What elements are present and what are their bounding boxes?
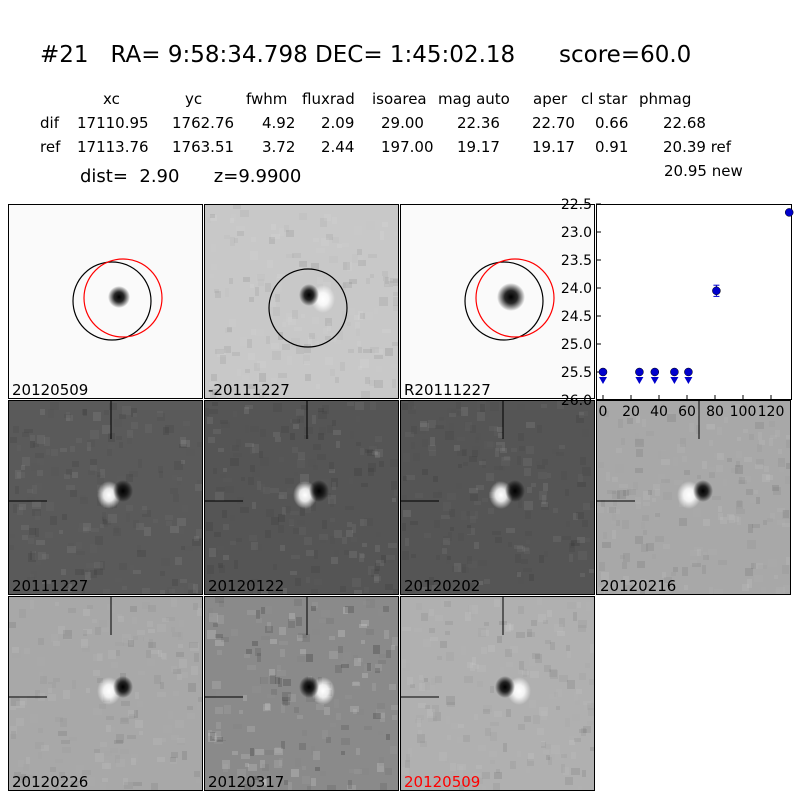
image-panel: 20120226 [8, 596, 203, 791]
y-tick-label: 24.5 [561, 309, 592, 325]
table-cell: 0.91 [595, 138, 629, 156]
upper-limit-arrow [670, 377, 679, 384]
panel-date-label: -20111227 [208, 381, 290, 399]
table-cell: 3.72 [262, 138, 296, 156]
y-tick-label: 23.5 [561, 253, 592, 269]
column-header: yc [185, 90, 203, 108]
column-header: xc [103, 90, 120, 108]
upper-limit-point [598, 367, 608, 377]
upper-limit-arrow [635, 377, 644, 384]
y-tick-label: 22.5 [561, 197, 592, 213]
new-aperture-circle [83, 258, 163, 338]
upper-limit-arrow [684, 377, 693, 384]
table-cell: 1763.51 [172, 138, 235, 156]
y-tick-label: 25.5 [561, 365, 592, 381]
panel-date-label: 20120216 [600, 577, 677, 595]
table-cell: 4.92 [262, 114, 296, 132]
image-panel: R20111227 [400, 204, 595, 399]
table-cell: 19.17 [532, 138, 575, 156]
negative-residual [693, 480, 713, 502]
panel-date-label: 20120202 [404, 577, 481, 595]
detection-point [712, 286, 721, 296]
image-panel: 20120317 [204, 596, 399, 791]
source-blob [108, 286, 130, 308]
image-panel: 20120202 [400, 400, 595, 595]
aperture-circle [268, 268, 348, 348]
table-cell: 20.39 ref [663, 138, 732, 156]
table-cell: 0.66 [595, 114, 629, 132]
source-blob [497, 283, 525, 311]
negative-residual [495, 676, 515, 698]
column-header: fwhm [246, 90, 288, 108]
column-header: cl star [581, 90, 628, 108]
upper-limit-point [650, 367, 660, 377]
panel-date-label: 20120509 [12, 381, 89, 399]
image-panel: -20111227 [204, 204, 399, 399]
table-cell: 1762.76 [172, 114, 235, 132]
y-tick-label: 26.0 [561, 393, 592, 409]
panel-date-label: 20120317 [208, 773, 285, 791]
column-header: aper [533, 90, 568, 108]
image-panel: 20111227 [8, 400, 203, 595]
upper-limit-point [635, 367, 644, 377]
x-tick-label: 40 [650, 404, 668, 420]
table-cell: 197.00 [381, 138, 434, 156]
x-tick-label: 60 [678, 404, 696, 420]
panel-date-label: 20120122 [208, 577, 285, 595]
plot-frame [596, 204, 792, 400]
negative-residual [299, 676, 319, 698]
row-label: ref [40, 138, 61, 156]
image-panel: 20120216 [596, 400, 791, 595]
x-tick-label: 100 [730, 404, 757, 420]
image-panel: 20120509 [400, 596, 595, 791]
panel-date-label: 20111227 [12, 577, 89, 595]
x-tick-label: 20 [622, 404, 640, 420]
table-cell: 17110.95 [77, 114, 149, 132]
x-tick-label: 120 [758, 404, 785, 420]
distance-line: dist= 2.90 z=9.9900 [80, 166, 302, 187]
table-cell: 22.70 [532, 114, 575, 132]
negative-residual [113, 676, 133, 698]
table-cell: 22.36 [457, 114, 500, 132]
ref-aperture-circle [72, 261, 152, 341]
table-cell: 19.17 [457, 138, 500, 156]
y-tick-label: 25.0 [561, 337, 592, 353]
table-cell: 2.09 [321, 114, 355, 132]
panel-date-label: R20111227 [404, 381, 491, 399]
negative-residual [113, 480, 133, 502]
table-cell: 22.68 [663, 114, 706, 132]
panel-date-label: 20120226 [12, 773, 89, 791]
upper-limit-point [684, 367, 693, 377]
column-header: fluxrad [302, 90, 355, 108]
detection-point [784, 208, 794, 217]
negative-residual [505, 480, 525, 502]
negative-residual [309, 480, 329, 502]
y-tick-label: 24.0 [561, 281, 592, 297]
column-header: phmag [639, 90, 692, 108]
x-tick-label: 80 [706, 404, 724, 420]
page-title: #21 RA= 9:58:34.798 DEC= 1:45:02.18 scor… [40, 42, 692, 68]
light-curve-plot: 22.5 23.0 23.5 24.0 24.5 25.0 25.5 26.0 0 20 40 60 8… [561, 197, 794, 420]
row-label: dif [40, 114, 59, 132]
y-tick-label: 23.0 [561, 225, 592, 241]
table-cell: 2.44 [321, 138, 355, 156]
panel-date-label: 20120509 [404, 773, 481, 791]
ref-aperture-circle [464, 261, 544, 341]
table-cell: 17113.76 [77, 138, 149, 156]
x-tick-label: 0 [599, 404, 608, 420]
negative-residual [299, 284, 319, 306]
upper-limit-point [670, 367, 679, 377]
column-header: mag auto [438, 90, 510, 108]
new-aperture-circle [475, 258, 555, 338]
column-header: isoarea [372, 90, 427, 108]
image-panel: 20120509 [8, 204, 203, 399]
phmag-new: 20.95 new [664, 162, 743, 180]
upper-limit-arrow [650, 377, 659, 384]
image-panel: 20120122 [204, 400, 399, 595]
table-cell: 29.00 [381, 114, 424, 132]
upper-limit-arrow [599, 377, 607, 384]
